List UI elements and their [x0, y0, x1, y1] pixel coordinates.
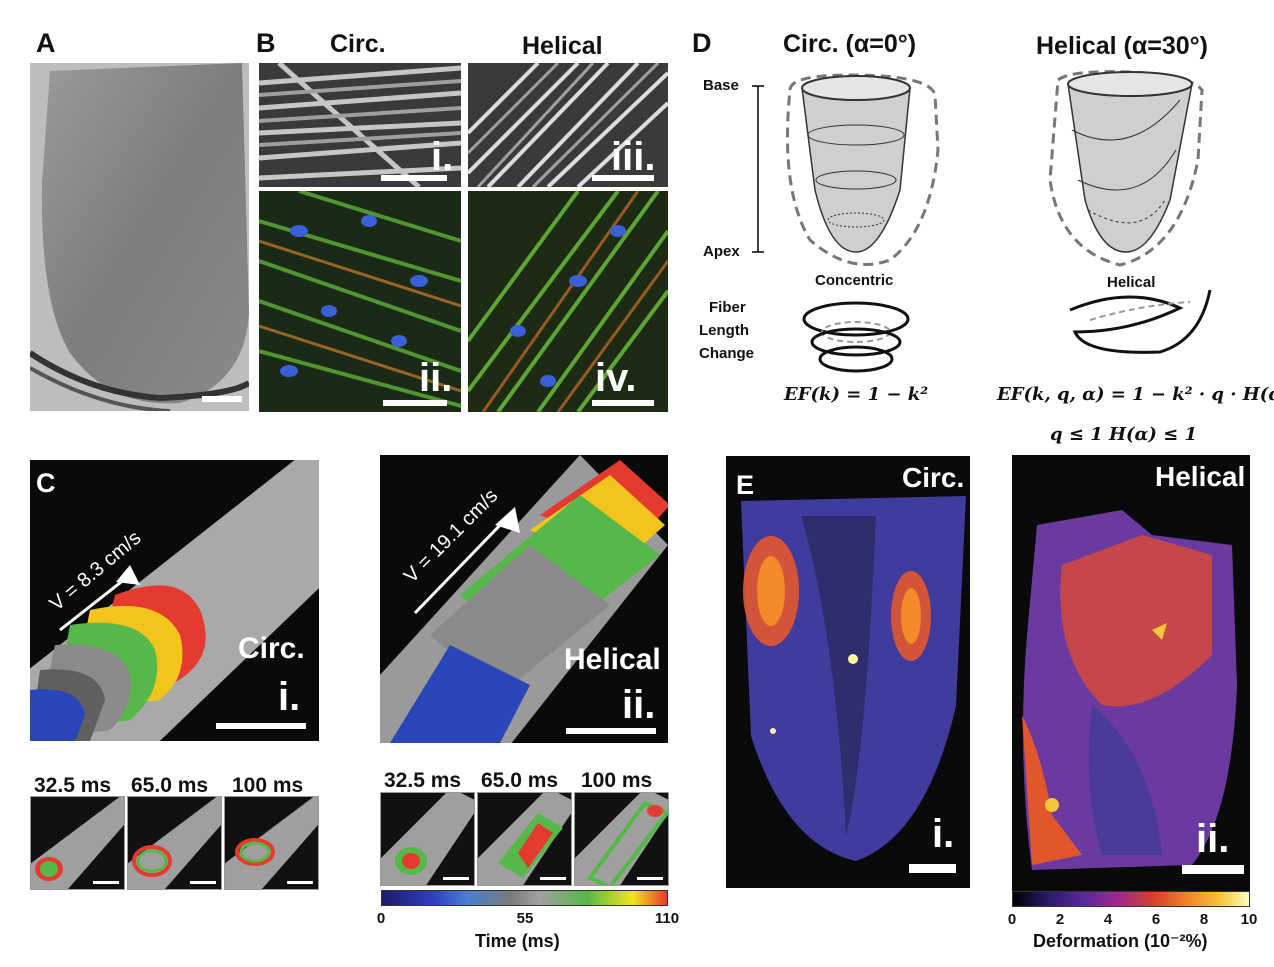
- panel-b-iii-sem: iii.: [468, 63, 668, 187]
- panel-b-iv-fluorescence: iv.: [468, 191, 668, 412]
- scale-bar: [202, 396, 242, 402]
- subpanel-i-label: i.: [431, 135, 454, 179]
- colorbar-tick: 2: [1055, 911, 1065, 928]
- timelapse-frame-circ-2: [127, 796, 222, 890]
- fiber-label: Fiber: [709, 299, 746, 316]
- panel-label-e: E: [736, 470, 755, 500]
- timelapse-frame-circ-1: [30, 796, 125, 890]
- scale-bar: [93, 881, 119, 884]
- timelapse-frame-helical-2: [477, 792, 572, 886]
- subpanel-iii-label: iii.: [611, 135, 656, 179]
- colorbar-tick: 8: [1199, 911, 1209, 928]
- colorbar-tick: 4: [1103, 911, 1113, 928]
- time-label-circ-1: 32.5 ms: [34, 774, 112, 797]
- scale-bar: [383, 400, 447, 406]
- deformation-colorbar: [1012, 891, 1250, 907]
- time-label-circ-2: 65.0 ms: [131, 774, 209, 797]
- helical-fiber-label: Helical: [1107, 274, 1156, 291]
- time-label-helical-2: 65.0 ms: [481, 769, 559, 792]
- equation-constraints: q ≤ 1 H(α) ≤ 1: [1050, 424, 1198, 445]
- colorbar-tick: 110: [654, 910, 680, 927]
- subpanel-i-label: i.: [278, 675, 301, 719]
- colorbar-tick: 6: [1151, 911, 1161, 928]
- length-label: Length: [699, 322, 749, 339]
- panel-a-micrograph: [30, 63, 249, 411]
- scale-bar: [592, 175, 654, 181]
- circ-label: Circ.: [238, 632, 305, 665]
- time-label-helical-3: 100 ms: [581, 769, 653, 792]
- colorbar-tick: 55: [516, 910, 534, 927]
- panel-c-ii-activation-map: V = 19.1 cm/s Helical ii.: [380, 455, 668, 743]
- concentric-label: Concentric: [815, 272, 894, 289]
- panel-e-i-deformation-map: E Circ. i.: [726, 456, 970, 888]
- scale-bar: [540, 877, 566, 880]
- subpanel-i-label: i.: [932, 812, 955, 856]
- subpanel-ii-label: ii.: [419, 356, 453, 400]
- panel-e-ii-deformation-map: Helical ii.: [1012, 455, 1250, 891]
- colorbar-tick: 10: [1240, 911, 1258, 928]
- panel-c-i-activation-map: V = 8.3 cm/s Circ. i.: [30, 460, 319, 741]
- time-label-helical-1: 32.5 ms: [384, 769, 462, 792]
- circ-label: Circ.: [902, 462, 965, 493]
- panel-label-a: A: [36, 28, 56, 58]
- title-circ-alpha: Circ. (α=0°): [783, 30, 917, 58]
- scale-bar: [909, 864, 956, 873]
- scale-bar: [637, 877, 663, 880]
- scale-bar: [1182, 865, 1244, 874]
- timelapse-frame-circ-3: [224, 796, 319, 890]
- title-helical-alpha: Helical (α=30°): [1036, 32, 1208, 60]
- panel-label-b: B: [256, 28, 276, 58]
- timelapse-frame-helical-3: [574, 792, 669, 886]
- panel-b-i-sem: i.: [259, 63, 461, 187]
- equation-circ: EF(k) = 1 − k²: [784, 384, 929, 405]
- scale-bar: [443, 877, 469, 880]
- apex-label: Apex: [703, 243, 740, 260]
- subpanel-ii-label: ii.: [622, 683, 656, 727]
- helical-label: Helical: [1155, 461, 1246, 492]
- subpanel-iv-label: iv.: [595, 356, 637, 400]
- subpanel-ii-label: ii.: [1196, 817, 1230, 861]
- colorbar-tick: 0: [376, 910, 386, 927]
- header-helical: Helical: [522, 32, 603, 60]
- panel-b-ii-fluorescence: ii.: [259, 191, 461, 412]
- time-label-circ-3: 100 ms: [232, 774, 304, 797]
- scale-bar: [592, 400, 654, 406]
- colorbar-label: Time (ms): [475, 931, 560, 951]
- equation-helical: EF(k, q, α) = 1 − k² · q · H(α): [997, 384, 1274, 405]
- scale-bar: [190, 881, 216, 884]
- time-colorbar: [381, 890, 668, 906]
- panel-label-d: D: [692, 28, 712, 58]
- scale-bar: [216, 723, 306, 729]
- scale-bar: [381, 175, 447, 181]
- colorbar-label: Deformation (10⁻²%): [1033, 931, 1208, 951]
- header-circ: Circ.: [330, 30, 386, 58]
- colorbar-tick: 0: [1007, 911, 1017, 928]
- base-label: Base: [703, 77, 739, 94]
- change-label: Change: [699, 345, 755, 362]
- scale-bar: [287, 881, 313, 884]
- scale-bar: [566, 728, 656, 734]
- helical-label: Helical: [564, 643, 661, 676]
- panel-label-c: C: [36, 468, 56, 498]
- ventricle-diagrams: [740, 70, 1260, 380]
- timelapse-frame-helical-1: [380, 792, 475, 886]
